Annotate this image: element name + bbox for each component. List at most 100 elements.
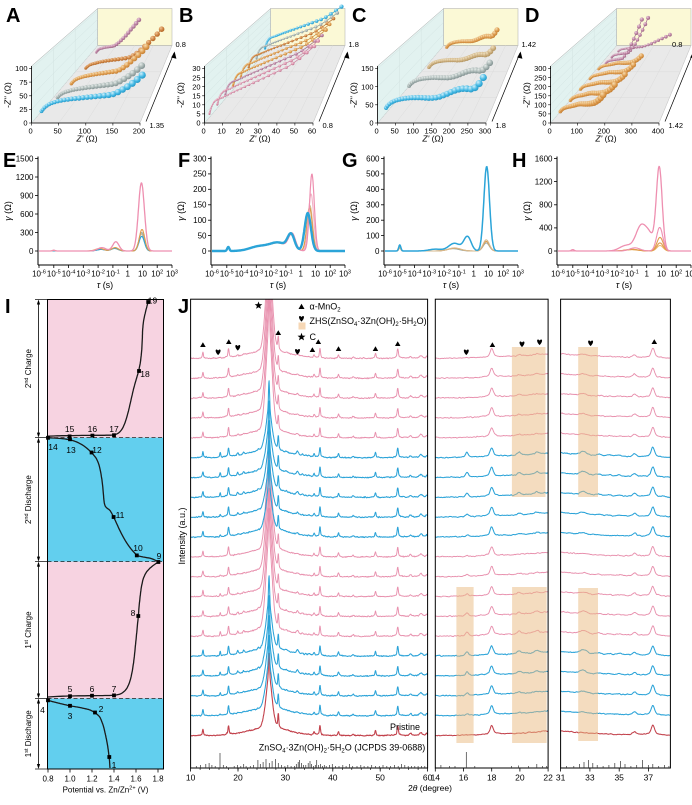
svg-text:100: 100: [15, 64, 28, 73]
svg-text:400: 400: [366, 185, 380, 194]
svg-text:102: 102: [324, 269, 336, 278]
svg-text:τ (s): τ (s): [616, 280, 632, 290]
svg-text:103: 103: [512, 269, 524, 278]
svg-text:150: 150: [193, 201, 207, 210]
svg-text:τ (s): τ (s): [97, 280, 113, 290]
svg-text:I: I: [5, 296, 11, 318]
svg-text:102: 102: [670, 269, 682, 278]
svg-text:10-6: 10-6: [205, 269, 219, 278]
svg-text:1.42: 1.42: [522, 40, 537, 49]
svg-text:0.8: 0.8: [323, 121, 333, 130]
svg-text:10-6: 10-6: [32, 269, 46, 278]
svg-text:Z' (Ω): Z' (Ω): [421, 134, 443, 144]
svg-text:60: 60: [308, 127, 316, 136]
svg-text:C: C: [352, 5, 366, 27]
svg-text:10-4: 10-4: [581, 269, 595, 278]
svg-text:150: 150: [534, 92, 547, 101]
svg-text:60: 60: [423, 773, 433, 783]
svg-text:C: C: [310, 332, 317, 342]
svg-text:1.0: 1.0: [64, 775, 76, 784]
svg-text:1: 1: [125, 270, 130, 279]
svg-text:40: 40: [272, 127, 280, 136]
svg-text:10-2: 10-2: [264, 269, 278, 278]
svg-text:30: 30: [281, 773, 291, 783]
svg-text:1: 1: [471, 270, 476, 279]
svg-text:31: 31: [556, 773, 566, 783]
svg-text:γ (Ω): γ (Ω): [3, 201, 13, 221]
svg-text:75: 75: [19, 78, 27, 87]
svg-text:10-2: 10-2: [437, 269, 451, 278]
svg-text:10-4: 10-4: [235, 269, 249, 278]
svg-text:10-1: 10-1: [106, 269, 120, 278]
svg-text:300: 300: [366, 201, 380, 210]
svg-text:Z' (Ω): Z' (Ω): [594, 134, 616, 144]
svg-text:10: 10: [192, 101, 200, 110]
svg-text:6: 6: [90, 684, 95, 694]
svg-text:18: 18: [140, 369, 150, 379]
svg-text:D: D: [525, 5, 539, 27]
svg-text:1.35: 1.35: [150, 121, 165, 130]
svg-text:250: 250: [461, 127, 474, 136]
svg-text:10: 10: [138, 270, 147, 279]
svg-text:33: 33: [585, 773, 595, 783]
svg-text:10-1: 10-1: [625, 269, 639, 278]
svg-text:-Z'' (Ω): -Z'' (Ω): [3, 82, 13, 108]
svg-text:150: 150: [106, 127, 119, 136]
svg-text:0: 0: [29, 127, 33, 136]
svg-text:8: 8: [131, 608, 136, 618]
svg-text:10: 10: [311, 270, 320, 279]
svg-text:3: 3: [68, 711, 73, 721]
svg-text:10-3: 10-3: [422, 269, 436, 278]
svg-text:10-6: 10-6: [378, 269, 392, 278]
svg-text:250: 250: [534, 73, 547, 82]
svg-text:250: 250: [193, 170, 207, 179]
svg-text:Intensity (a.u.): Intensity (a.u.): [177, 507, 187, 564]
svg-text:150: 150: [361, 64, 374, 73]
svg-text:10-4: 10-4: [62, 269, 76, 278]
svg-text:0: 0: [23, 119, 27, 128]
svg-text:0: 0: [375, 127, 379, 136]
svg-text:5: 5: [196, 110, 200, 119]
svg-text:1.42: 1.42: [669, 121, 684, 130]
svg-text:10-2: 10-2: [91, 269, 105, 278]
svg-text:200: 200: [598, 127, 611, 136]
svg-text:10: 10: [657, 270, 666, 279]
svg-text:2nd Charge: 2nd Charge: [24, 348, 33, 388]
svg-text:F: F: [178, 150, 190, 172]
svg-text:50: 50: [19, 92, 27, 101]
svg-text:200: 200: [193, 185, 207, 194]
svg-text:50: 50: [375, 773, 385, 783]
svg-text:0: 0: [548, 127, 552, 136]
svg-text:25: 25: [19, 105, 27, 114]
svg-text:0: 0: [548, 247, 553, 256]
svg-text:1.8: 1.8: [496, 121, 506, 130]
svg-text:200: 200: [443, 127, 456, 136]
svg-text:5: 5: [68, 684, 73, 694]
svg-text:2: 2: [99, 704, 104, 714]
svg-text:1.2: 1.2: [86, 775, 98, 784]
svg-text:γ (Ω): γ (Ω): [176, 201, 186, 221]
svg-text:J: J: [178, 296, 189, 318]
svg-text:50: 50: [290, 127, 298, 136]
svg-text:τ (s): τ (s): [443, 280, 459, 290]
svg-text:16: 16: [88, 424, 98, 434]
svg-text:0.8: 0.8: [176, 40, 186, 49]
svg-text:100: 100: [534, 101, 547, 110]
svg-text:12: 12: [92, 445, 102, 455]
svg-text:10: 10: [484, 270, 493, 279]
svg-text:900: 900: [20, 191, 34, 200]
svg-text:200: 200: [366, 216, 380, 225]
svg-text:0: 0: [375, 247, 380, 256]
svg-text:10-3: 10-3: [595, 269, 609, 278]
svg-text:102: 102: [497, 269, 509, 278]
svg-text:1200: 1200: [16, 173, 34, 182]
svg-text:100: 100: [406, 127, 419, 136]
svg-text:0: 0: [196, 119, 200, 128]
svg-text:100: 100: [570, 127, 583, 136]
svg-text:300: 300: [193, 154, 207, 163]
svg-text:300: 300: [534, 64, 547, 73]
svg-text:30: 30: [254, 127, 262, 136]
svg-text:20: 20: [515, 773, 525, 783]
svg-text:1: 1: [644, 270, 649, 279]
svg-text:800: 800: [539, 201, 553, 210]
